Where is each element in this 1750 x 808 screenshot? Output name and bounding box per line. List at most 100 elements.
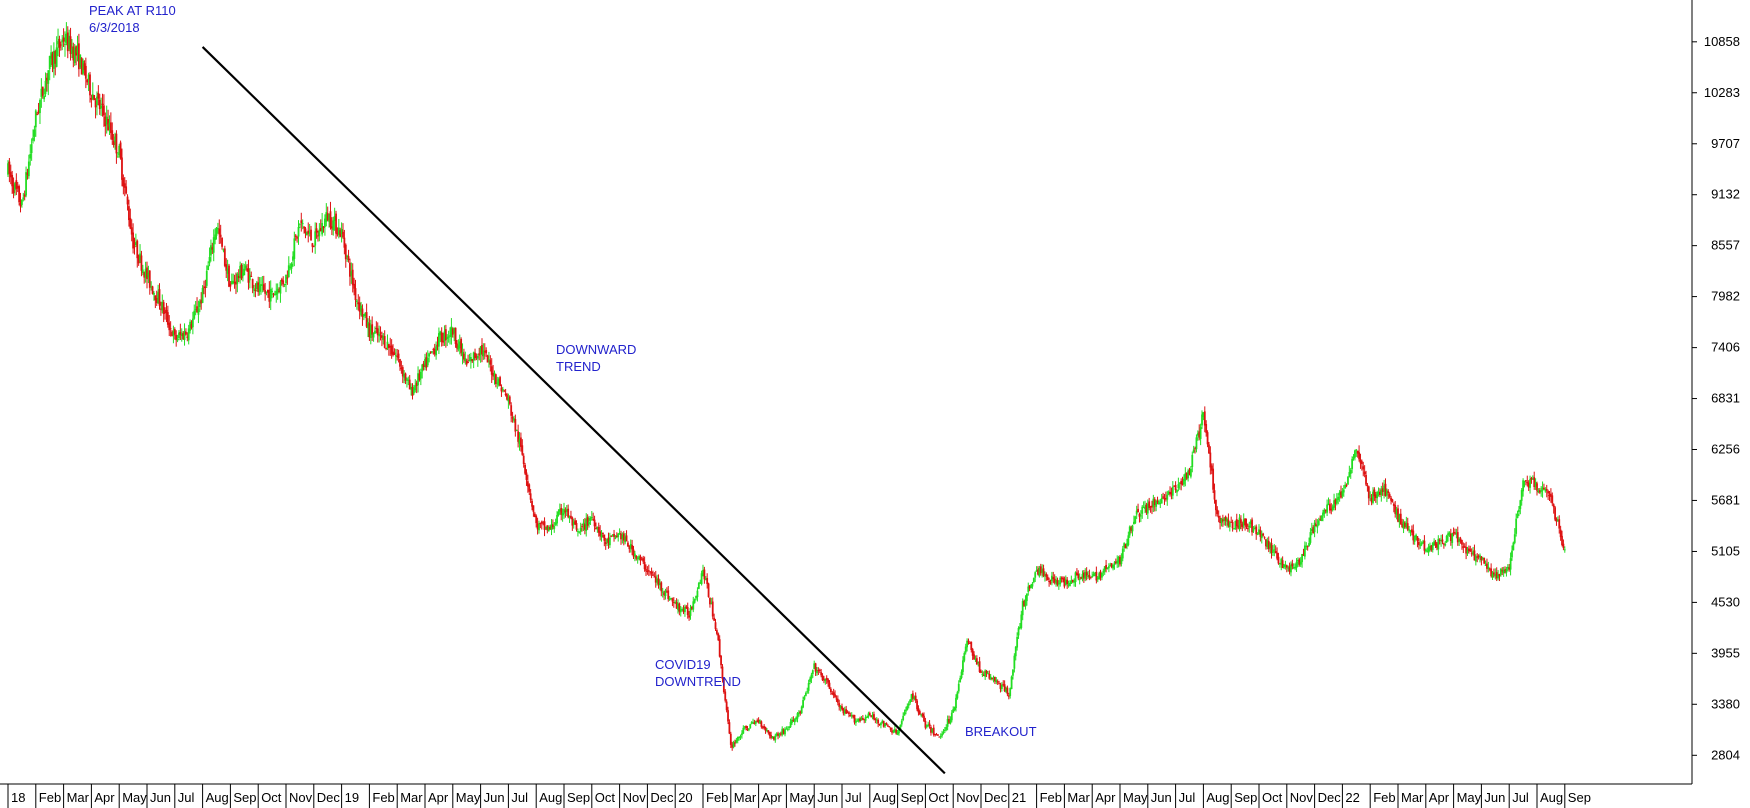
candle — [1556, 516, 1559, 522]
candle — [1465, 541, 1468, 560]
candle — [1081, 570, 1084, 582]
candle — [339, 227, 342, 238]
candle — [185, 328, 187, 336]
candle — [97, 85, 100, 106]
x-tick-label: Jun — [150, 790, 171, 805]
candle — [422, 360, 425, 371]
candle — [1327, 497, 1330, 506]
candle — [1337, 493, 1340, 505]
candle — [629, 539, 632, 553]
y-tick-label: 7406 — [1711, 340, 1740, 355]
candle — [1048, 577, 1051, 587]
candle — [880, 722, 882, 729]
candle — [1322, 509, 1324, 522]
annotation-peak: PEAK AT R110 6/3/2018 — [89, 3, 176, 35]
candle — [747, 728, 750, 732]
candle — [770, 731, 773, 740]
candle — [1463, 543, 1466, 548]
candle — [942, 729, 945, 735]
candle — [1256, 532, 1259, 536]
candle — [431, 351, 433, 354]
candle — [671, 597, 674, 607]
candle — [1519, 499, 1522, 515]
candle — [311, 242, 314, 253]
candle — [400, 360, 403, 374]
candle — [945, 724, 948, 732]
candle — [720, 654, 722, 669]
candle — [489, 355, 492, 372]
candle — [1056, 577, 1059, 587]
candle — [1445, 534, 1448, 544]
x-tick-label: Dec — [650, 790, 674, 805]
candle — [1183, 474, 1185, 487]
candle — [841, 703, 843, 711]
candle — [695, 595, 697, 601]
candle — [717, 632, 720, 641]
candle — [1016, 632, 1019, 651]
candle — [746, 725, 749, 732]
candle — [1084, 568, 1087, 582]
candle — [273, 290, 276, 296]
candle — [633, 550, 636, 562]
candle — [1017, 626, 1020, 639]
candle — [1447, 531, 1449, 542]
candle — [1384, 478, 1387, 497]
candle — [772, 736, 775, 741]
candle — [1142, 501, 1145, 509]
candle — [276, 283, 279, 300]
candle — [1237, 519, 1240, 530]
candle — [444, 324, 447, 348]
candle — [392, 344, 394, 357]
candle — [1205, 420, 1208, 437]
candle — [567, 504, 570, 519]
candle — [1167, 490, 1170, 496]
x-tick-label: Jun — [1151, 790, 1172, 805]
candle — [710, 597, 713, 605]
candle — [73, 43, 76, 66]
candle — [1472, 546, 1474, 556]
candle — [1334, 498, 1337, 511]
candle — [62, 28, 65, 47]
candle — [565, 505, 568, 516]
candle — [226, 259, 229, 282]
candle — [1137, 503, 1139, 513]
candle — [532, 505, 535, 517]
candle — [702, 564, 704, 577]
candle — [816, 666, 818, 676]
candle — [176, 334, 179, 343]
candle — [848, 710, 850, 718]
candle — [1246, 523, 1249, 532]
candle — [937, 734, 939, 736]
candle — [729, 731, 732, 749]
candle — [1274, 545, 1277, 554]
candle — [835, 695, 838, 702]
candle — [981, 670, 984, 678]
candle — [143, 271, 146, 284]
candle — [108, 115, 111, 135]
x-tick-label: Mar — [400, 790, 423, 805]
candle — [845, 705, 848, 715]
candle — [292, 251, 294, 267]
candle — [115, 130, 118, 164]
candle — [1064, 575, 1067, 586]
candle — [443, 325, 446, 347]
x-tick-label: 20 — [678, 790, 692, 805]
candle — [109, 112, 112, 140]
candle — [168, 315, 171, 337]
candle — [1024, 595, 1027, 610]
candle — [1226, 517, 1228, 528]
candle — [604, 537, 607, 550]
candle — [1562, 539, 1565, 551]
candle — [561, 508, 564, 522]
candle — [322, 225, 325, 233]
candle — [1309, 527, 1312, 545]
candle — [650, 567, 653, 579]
candle — [738, 736, 741, 741]
candle — [583, 518, 586, 535]
x-tick-label: Nov — [1290, 790, 1314, 805]
candle — [1385, 488, 1388, 503]
candle — [1037, 566, 1039, 576]
candle — [1146, 499, 1149, 519]
x-tick-label: Feb — [372, 790, 394, 805]
candle — [721, 664, 724, 683]
